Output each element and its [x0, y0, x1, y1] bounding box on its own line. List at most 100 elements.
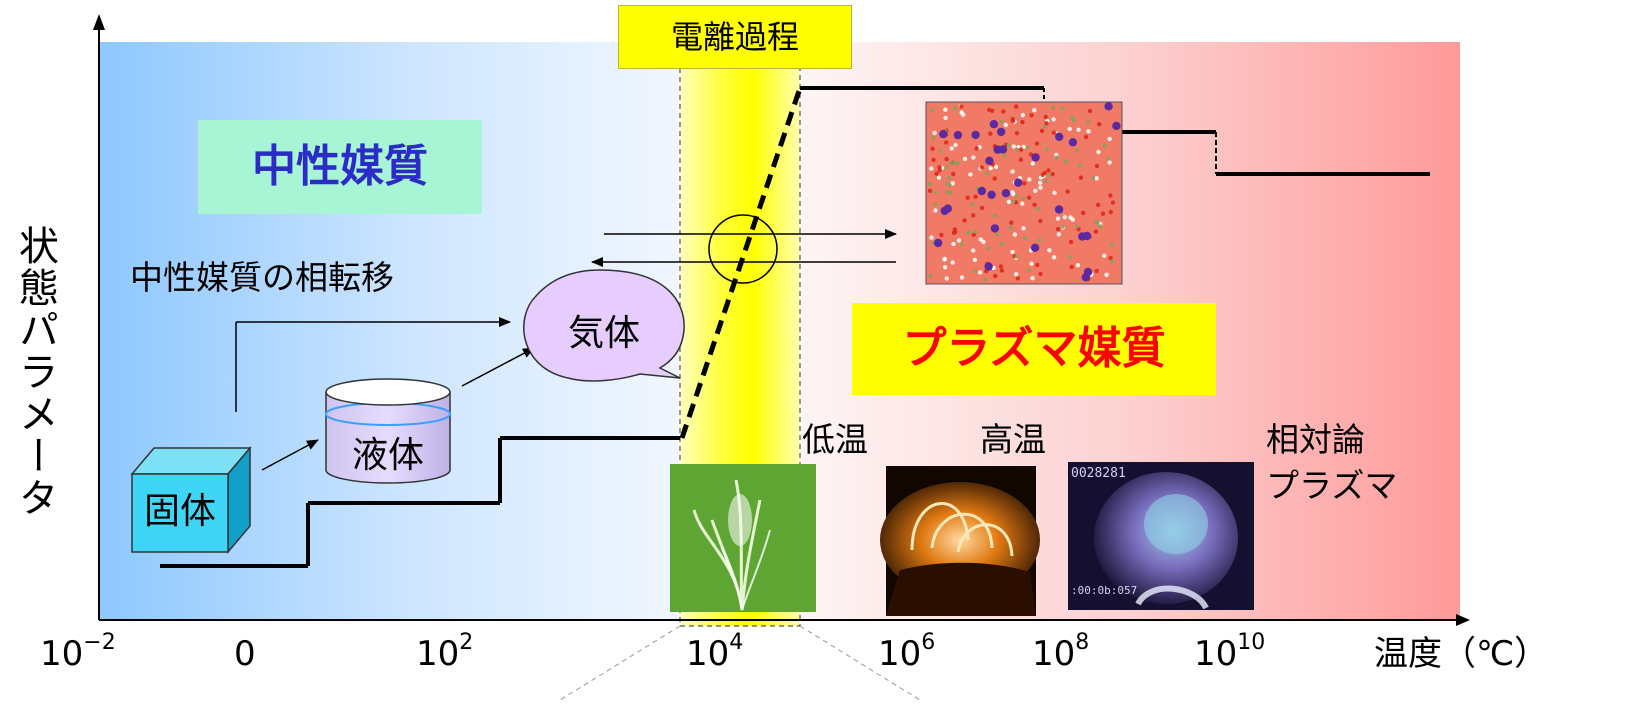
plasma-particle	[928, 182, 932, 187]
plasma-particle	[990, 224, 1000, 233]
plasma-particle	[944, 156, 949, 162]
plasma-particle	[1110, 200, 1116, 205]
plasma-particle	[1097, 122, 1102, 127]
plasma-particle	[1065, 189, 1070, 194]
plasma-particle	[1015, 147, 1020, 152]
liquid-label: 液体	[351, 435, 424, 476]
plasma-particle	[1018, 157, 1023, 162]
plasma-particle	[1001, 109, 1006, 114]
plasma-particle	[1102, 253, 1107, 258]
solid-cube	[130, 445, 252, 555]
plasma-particle	[1068, 215, 1073, 220]
ionization-transition-line	[679, 87, 803, 439]
plasma-particle	[930, 108, 935, 113]
plasma-particle	[984, 171, 989, 176]
plasma-particle	[1044, 121, 1049, 126]
plasma-particle	[942, 265, 948, 270]
plasma-particle	[1054, 205, 1064, 214]
plasma-particle	[929, 166, 934, 171]
x-tick: 0	[234, 634, 256, 674]
high-temp-label: 高温	[980, 420, 1046, 459]
plasma-particle	[943, 115, 948, 121]
plasma-particle	[933, 202, 938, 207]
plasma-particle	[1070, 115, 1075, 120]
plasma-particle	[990, 108, 995, 114]
plasma-particle	[1086, 129, 1091, 134]
plasma-particle	[1082, 231, 1092, 241]
plasma-particle	[962, 218, 967, 223]
plasma-particle	[1037, 180, 1043, 185]
relativistic-plasma-photo	[1068, 462, 1254, 610]
plasma-particle	[1010, 118, 1016, 124]
plasma-particle	[947, 175, 952, 180]
plasma-particle	[984, 262, 993, 271]
plasma-particle	[1001, 189, 1011, 198]
plasma-particle	[949, 146, 954, 151]
plasma-particle	[1011, 144, 1016, 149]
plasma-particle	[1095, 202, 1101, 208]
plasma-particle	[1029, 261, 1034, 266]
plasma-particles-image	[925, 101, 1123, 285]
plasma-particle	[1108, 193, 1113, 198]
plasma-particle	[1110, 259, 1114, 264]
plasma-particle	[1108, 209, 1114, 215]
plasma-particle	[977, 270, 983, 275]
plasma-particle	[1010, 169, 1015, 174]
plasma-particle	[1051, 117, 1056, 122]
plasma-particle	[979, 205, 985, 211]
plasma-particle	[1112, 121, 1121, 131]
plasma-particle	[960, 242, 964, 247]
low-temp-label: 低温	[802, 420, 868, 459]
x-tick: 1010	[1194, 630, 1266, 675]
plasma-particle	[1068, 138, 1078, 147]
plasma-particle	[999, 268, 1005, 273]
plasma-particle	[1025, 145, 1030, 150]
plasma-particle	[988, 166, 993, 171]
plasma-particle	[983, 277, 988, 282]
plasma-particle	[1087, 108, 1093, 114]
gas-bubble	[523, 269, 685, 382]
plasma-particle	[1042, 170, 1047, 176]
plasma-particle	[1051, 255, 1057, 260]
plasma-particle	[936, 175, 942, 180]
plasma-particle	[932, 130, 937, 136]
plasma-particle	[993, 273, 998, 279]
plasma-particle	[1014, 193, 1019, 198]
plasma-particle	[1002, 153, 1007, 158]
plasma-particle	[1094, 163, 1100, 169]
plasma-particle	[1107, 160, 1112, 165]
plasma-particle	[1031, 153, 1040, 162]
plasma-particle	[1032, 202, 1037, 207]
plasma-particle	[1020, 120, 1025, 125]
plasma-particle	[995, 232, 1000, 237]
x-tick: 102	[416, 630, 474, 675]
vaporization-arrow	[461, 347, 535, 387]
photo-frame-counter: 0028281	[1071, 466, 1126, 481]
plasma-particle	[989, 120, 999, 129]
plasma-medium-title: プラズマ媒質	[852, 303, 1216, 395]
plasma-particle	[1035, 206, 1040, 211]
plasma-particle	[965, 195, 970, 200]
plasma-particle	[940, 206, 949, 216]
plasma-particle	[971, 155, 976, 160]
plasma-particle	[1094, 268, 1099, 274]
plasma-particle	[985, 156, 994, 165]
plasma-particle	[929, 235, 934, 240]
y-axis-label-text: 状態パラメータ	[12, 225, 58, 519]
plasma-particle	[943, 107, 948, 112]
plasma-particle	[1027, 268, 1032, 273]
plasma-particle	[1074, 148, 1079, 153]
plasma-particle	[1011, 199, 1016, 204]
plasma-particle	[973, 194, 978, 199]
plasma-particle	[1027, 177, 1032, 182]
plasma-particle	[1051, 130, 1057, 135]
plasma-particle	[996, 127, 1006, 137]
plasma-particle	[1014, 178, 1023, 187]
plasma-particle	[1108, 255, 1113, 261]
plasma-particle	[953, 106, 958, 111]
plasma-particle	[1094, 219, 1098, 224]
plasma-particle	[1037, 238, 1042, 243]
plasma-particle	[939, 232, 944, 238]
x-tick: 106	[878, 630, 936, 675]
